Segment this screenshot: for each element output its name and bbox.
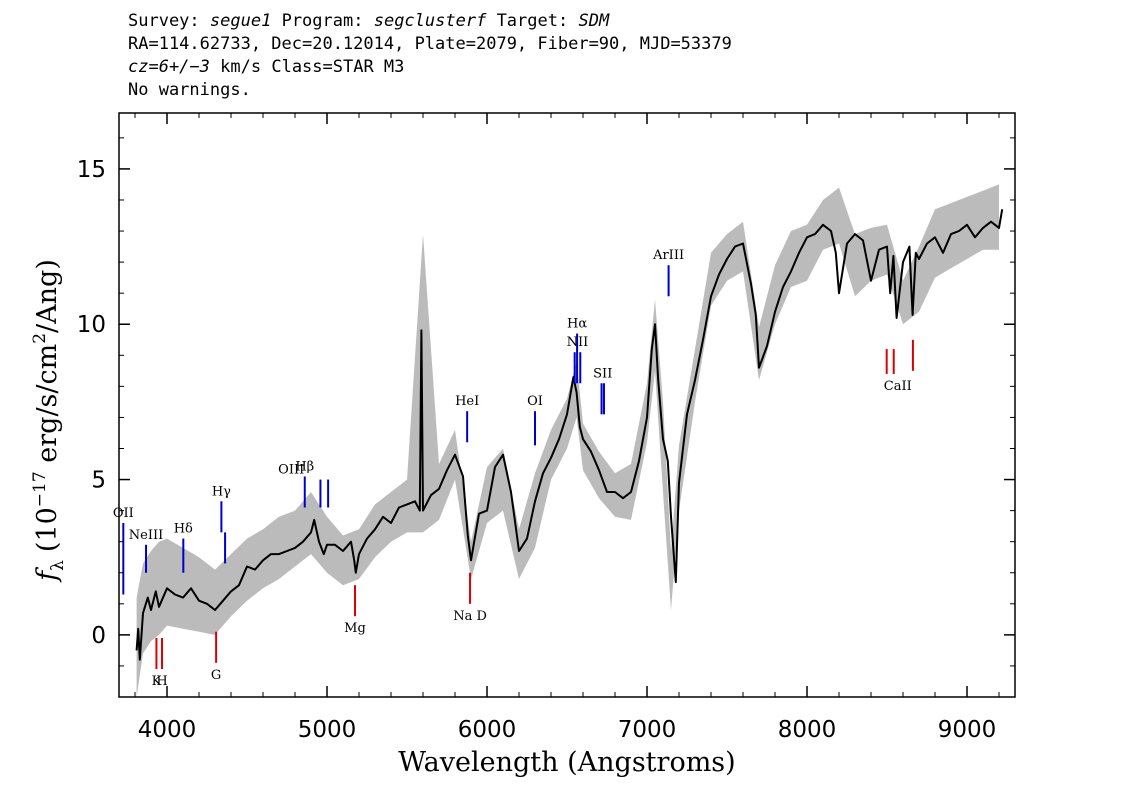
nii-emission-label: NII bbox=[567, 335, 589, 350]
x-tick-label: 9000 bbox=[938, 717, 997, 743]
header-line-class: cz=6+/−3 km/s Class=STAR M3 bbox=[128, 56, 732, 79]
h-emission-label: Hδ bbox=[174, 522, 193, 537]
y-tick-label: 5 bbox=[91, 468, 106, 494]
redshift-unit: km/s bbox=[220, 57, 262, 77]
flux-line-layer bbox=[135, 209, 1004, 661]
k-absorption-label: K bbox=[152, 674, 162, 689]
x-tick-label: 6000 bbox=[458, 717, 517, 743]
hei-emission-label: HeI bbox=[455, 394, 479, 409]
class-value: Class=STAR M3 bbox=[271, 57, 405, 77]
mg-absorption-label: Mg bbox=[344, 621, 366, 636]
redshift-value: cz=6+/−3 bbox=[128, 57, 210, 77]
survey-value: segue1 bbox=[209, 11, 272, 31]
program-value: segclusterf bbox=[373, 11, 487, 31]
target-value: SDM bbox=[578, 11, 610, 31]
header-line-warnings: No warnings. bbox=[128, 80, 251, 100]
oi-emission-label: OI bbox=[527, 394, 543, 409]
neiii-emission-label: NeIII bbox=[129, 528, 163, 543]
target-label: Target: bbox=[496, 11, 569, 31]
error-band-layer bbox=[136, 184, 1000, 697]
y-axis-suffix: /Ang) bbox=[32, 259, 63, 333]
survey-label: Survey: bbox=[128, 11, 200, 31]
flux-line bbox=[135, 209, 1004, 661]
y-axis-prefix: (10 bbox=[32, 507, 63, 552]
g-absorption-label: G bbox=[211, 668, 221, 683]
sii-emission-label: SII bbox=[593, 366, 612, 381]
ariii-emission-label: ArIII bbox=[652, 248, 684, 263]
oiii-emission-label: OIII bbox=[278, 463, 304, 478]
y-tick-label: 15 bbox=[77, 157, 106, 183]
spectrum-header: Survey: segue1 Program: segclusterf Targ… bbox=[128, 10, 732, 102]
na-d-absorption-label: Na D bbox=[453, 609, 487, 624]
axis-ticks: 4000 5000 6000 7000 8000 9000 0 5 10 15 bbox=[77, 113, 1015, 743]
y-tick-label: 0 bbox=[91, 623, 106, 649]
header-line-survey: Survey: segue1 Program: segclusterf Targ… bbox=[128, 10, 732, 33]
x-axis-title: Wavelength (Angstroms) bbox=[398, 747, 735, 778]
h-emission-label: Hα bbox=[567, 317, 587, 332]
h-emission-label: Hγ bbox=[212, 484, 231, 499]
h-emission-label: Hβ bbox=[295, 459, 314, 474]
h-absorption-label: H bbox=[156, 674, 167, 689]
y-axis-subscript: λ bbox=[48, 560, 68, 571]
plot-frame bbox=[118, 112, 1016, 698]
x-tick-label: 7000 bbox=[618, 717, 677, 743]
y-axis-units: erg/s/cm bbox=[32, 344, 63, 472]
error-band bbox=[136, 184, 1000, 697]
x-tick-label: 8000 bbox=[778, 717, 837, 743]
header-line-coordinates: RA=114.62733, Dec=20.12014, Plate=2079, … bbox=[128, 34, 732, 54]
caii-absorption-label: CaII bbox=[884, 379, 912, 394]
y-tick-label: 10 bbox=[77, 312, 106, 338]
y-axis-symbol: f bbox=[32, 567, 63, 583]
y-axis-exponent-1: −17 bbox=[30, 471, 50, 507]
x-tick-label: 4000 bbox=[138, 717, 197, 743]
program-label: Program: bbox=[281, 11, 364, 31]
x-tick-label: 5000 bbox=[298, 717, 357, 743]
y-axis-exponent-2: 2 bbox=[30, 333, 50, 344]
y-axis-title: fλ (10−17 erg/s/cm2/Ang) bbox=[30, 259, 68, 583]
oii-emission-label: OII bbox=[113, 506, 134, 521]
